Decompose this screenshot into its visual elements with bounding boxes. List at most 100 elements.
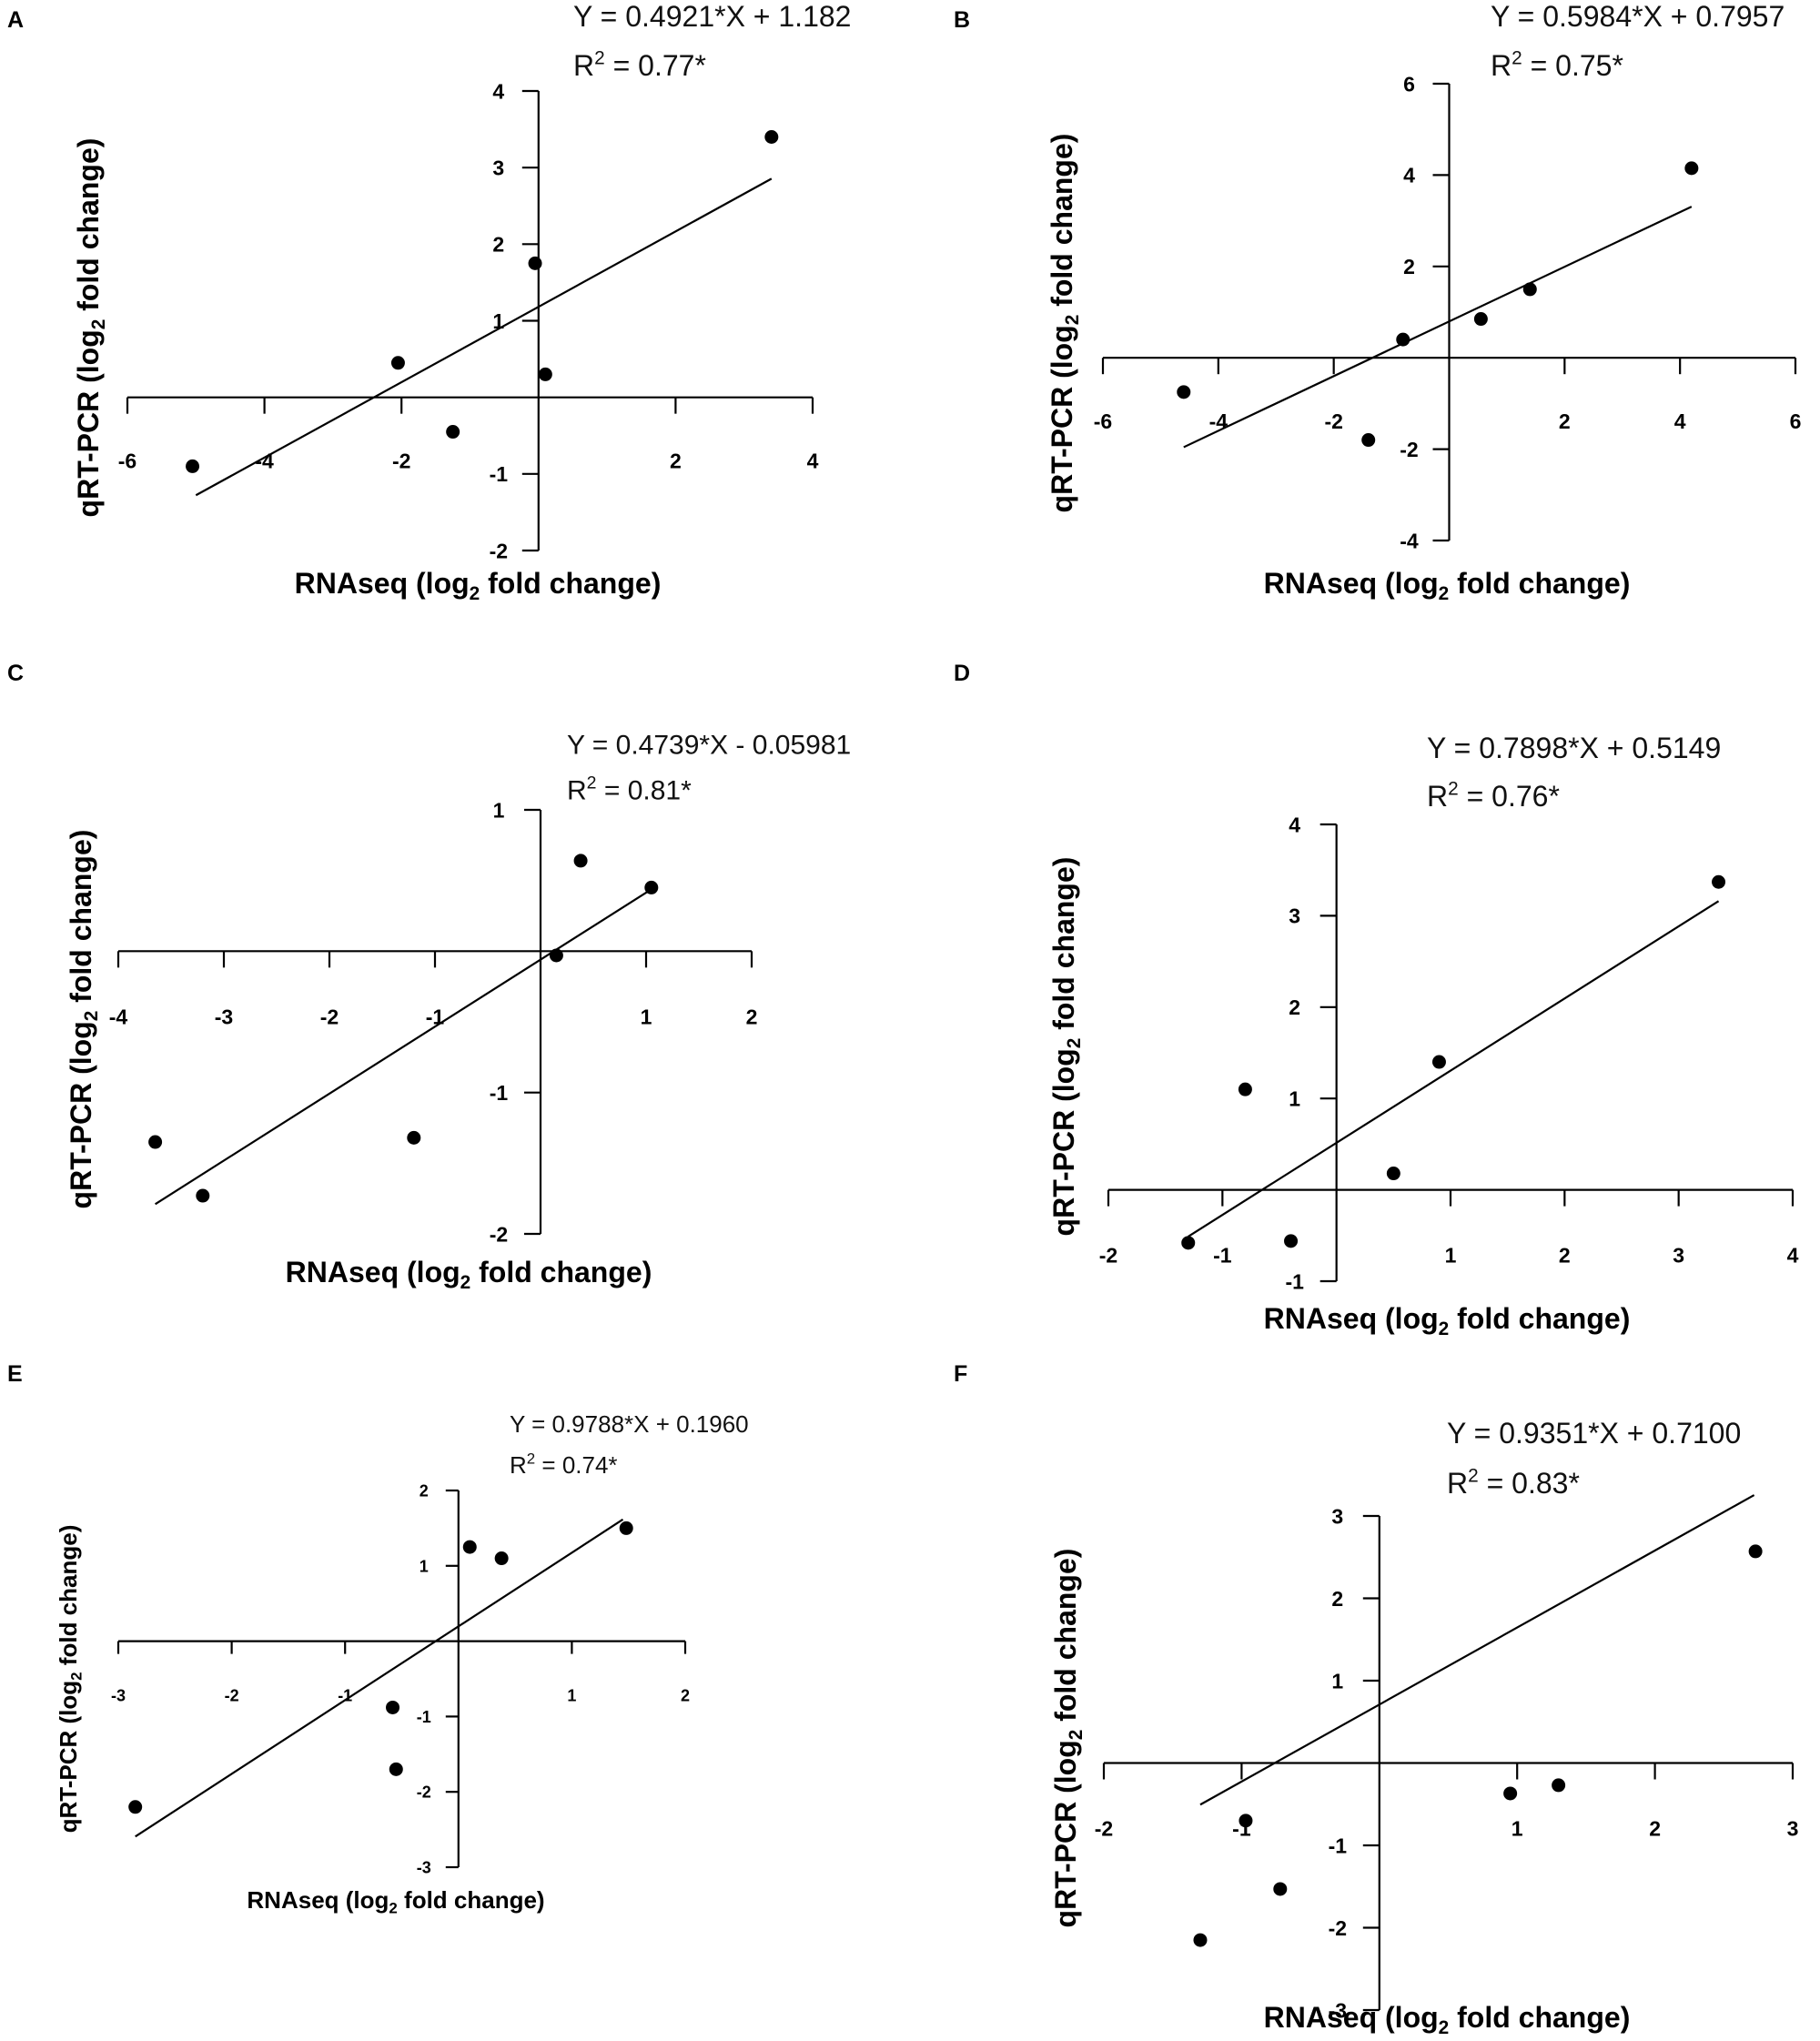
x-axis-title: RNAseq (log2 fold change) [1264, 2001, 1631, 2038]
x-tick-label: -3 [215, 1005, 233, 1028]
y-tick-label: -2 [490, 1222, 508, 1246]
chart-panel-d: D -2 -1 1 2 3 4 -1 1 2 3 4 Y = 0.7898*X + 0.5149 R2 =… [954, 661, 1799, 1339]
data-point [1396, 332, 1410, 347]
chart-panel-e: E -3 -2 -1 1 2 -3 -2 -1 1 2 Y = 0.9788*X + 0.1960 R2… [7, 1361, 749, 1917]
y-tick-label: -1 [490, 1081, 509, 1105]
data-point [644, 880, 659, 894]
x-tick-label: 2 [1559, 1244, 1571, 1268]
x-tick-label: 2 [681, 1687, 690, 1705]
y-tick-label: -2 [1400, 438, 1418, 461]
x-axis-title: RNAseq (log2 fold change) [295, 567, 662, 604]
y-axis-title: qRT-PCR (log2 fold change) [1046, 134, 1083, 513]
y-tick-label: 4 [492, 79, 504, 103]
x-tick-label: -2 [392, 450, 410, 473]
regression-line [155, 888, 652, 1206]
regression-line [195, 177, 773, 497]
panel-letter: D [954, 661, 970, 686]
data-point [1712, 874, 1726, 889]
x-tick-label: 2 [1559, 409, 1571, 433]
y-axis-title: qRT-PCR (log2 fold change) [1049, 1549, 1087, 1928]
x-tick-label: -2 [1324, 409, 1342, 433]
regression-line [1199, 1494, 1755, 1806]
x-tick-label: -2 [225, 1687, 239, 1705]
panel-letter: A [7, 7, 24, 33]
x-tick-label: -1 [426, 1005, 445, 1028]
r-squared-label: R2 = 0.77* [573, 47, 706, 82]
y-tick-label: 2 [1403, 255, 1415, 278]
regression-equation: Y = 0.9351*X + 0.7100 [1447, 1417, 1741, 1450]
regression-equation: Y = 0.5984*X + 0.7957 [1491, 0, 1785, 33]
x-tick-label: -2 [1095, 1817, 1113, 1841]
data-point [1684, 161, 1699, 176]
r-squared-label: R2 = 0.83* [1447, 1465, 1580, 1500]
y-tick-label: 2 [420, 1481, 429, 1500]
x-tick-label: -2 [320, 1005, 339, 1028]
y-tick-label: -1 [417, 1708, 431, 1726]
r-squared-label: R2 = 0.76* [1427, 778, 1560, 813]
data-point [1361, 433, 1376, 448]
regression-equation: Y = 0.7898*X + 0.5149 [1427, 732, 1721, 764]
x-tick-label: -4 [109, 1005, 128, 1028]
regression-line [1183, 206, 1693, 449]
y-axis-title: qRT-PCR (log2 fold change) [55, 1525, 86, 1834]
x-tick-label: 4 [807, 450, 819, 473]
x-tick-label: 6 [1790, 409, 1802, 433]
data-point [1748, 1544, 1763, 1559]
data-point [1522, 282, 1537, 297]
y-tick-label: -2 [1329, 1916, 1347, 1940]
chart-panel-c: C -4 -3 -2 -1 1 2 -2 -1 1 Y = 0.4739*X - 0.05981 R2… [7, 661, 851, 1293]
data-point [407, 1130, 421, 1145]
x-tick-label: 2 [746, 1005, 758, 1028]
y-tick-label: 3 [1331, 1504, 1343, 1528]
x-tick-label: -3 [111, 1687, 126, 1705]
x-axis-title: RNAseq (log2 fold change) [247, 1886, 544, 1917]
y-axis-title: qRT-PCR (log2 fold change) [1047, 857, 1085, 1237]
data-point [389, 1762, 403, 1776]
y-axis-title: qRT-PCR (log2 fold change) [65, 830, 102, 1209]
y-tick-label: -1 [490, 462, 509, 486]
y-tick-label: 1 [1289, 1086, 1300, 1110]
x-tick-label: 4 [1787, 1244, 1799, 1268]
x-tick-label: -4 [1209, 409, 1228, 433]
data-point [390, 356, 405, 370]
r-squared-label: R2 = 0.74* [510, 1450, 618, 1479]
y-tick-label: 3 [1289, 904, 1300, 928]
data-point [148, 1135, 163, 1149]
data-point [1177, 385, 1191, 399]
r-squared-label: R2 = 0.75* [1491, 47, 1623, 82]
data-point [538, 367, 552, 381]
x-axis-title: RNAseq (log2 fold change) [286, 1256, 652, 1293]
x-tick-label: 1 [641, 1005, 652, 1028]
data-point [1503, 1786, 1518, 1801]
y-tick-label: 1 [420, 1557, 429, 1575]
data-point [1552, 1778, 1566, 1793]
x-tick-label: 1 [567, 1687, 576, 1705]
y-tick-label: 2 [1331, 1587, 1343, 1611]
y-tick-label: 4 [1403, 164, 1415, 187]
data-point [196, 1188, 210, 1203]
y-tick-label: -2 [490, 539, 508, 562]
y-axis-title: qRT-PCR (log2 fold change) [72, 138, 109, 518]
data-point [446, 425, 460, 440]
data-point [386, 1700, 400, 1714]
y-tick-label: 2 [1289, 995, 1300, 1019]
r-squared-label: R2 = 0.81* [567, 773, 692, 806]
panel-letter: E [7, 1361, 23, 1387]
x-tick-label: -2 [1099, 1244, 1117, 1268]
y-tick-label: -1 [1285, 1269, 1304, 1293]
panel-letter: F [954, 1361, 967, 1387]
regression-equation: Y = 0.4739*X - 0.05981 [567, 731, 851, 761]
x-tick-label: -1 [338, 1687, 352, 1705]
y-tick-label: -4 [1400, 529, 1419, 552]
data-point [1239, 1814, 1253, 1828]
y-tick-label: -2 [417, 1783, 431, 1802]
regression-line [1188, 900, 1720, 1238]
data-point [462, 1540, 477, 1554]
data-point [1181, 1236, 1196, 1250]
data-point [128, 1800, 143, 1814]
y-tick-label: 1 [1331, 1669, 1343, 1692]
y-tick-label: 4 [1289, 813, 1300, 836]
